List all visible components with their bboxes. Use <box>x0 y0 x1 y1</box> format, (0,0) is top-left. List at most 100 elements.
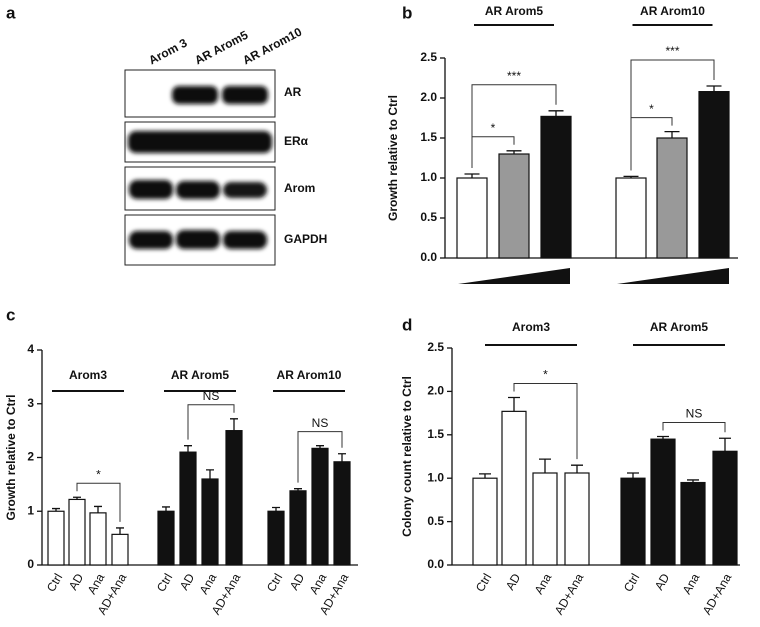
error-bar <box>464 173 480 178</box>
significance-label: * <box>96 467 101 481</box>
significance-label: * <box>491 121 496 135</box>
bar <box>267 510 285 566</box>
bar <box>680 481 706 566</box>
y-tick-label: 0.5 <box>427 514 444 528</box>
panel-label: b <box>402 3 412 22</box>
band <box>176 230 220 249</box>
bar <box>564 472 590 566</box>
y-tick-label: 2 <box>27 450 34 464</box>
y-tick-label: 1.0 <box>427 470 444 484</box>
bar <box>498 153 530 259</box>
lane-label: AR Arom10 <box>240 24 304 67</box>
group-label: AR Arom5 <box>485 4 544 18</box>
significance-bracket <box>297 431 343 483</box>
significance-bracket <box>662 422 726 433</box>
panel-label: d <box>402 315 412 334</box>
significance-bracket <box>76 482 121 522</box>
band <box>223 231 267 249</box>
y-tick-label: 0.0 <box>420 250 437 264</box>
row-label: AR <box>284 85 302 99</box>
x-tick-label: AD <box>652 571 673 593</box>
x-tick-label: Ctrl <box>621 571 642 594</box>
error-bar <box>162 506 170 512</box>
y-axis-label: Growth relative to Ctrl <box>4 394 18 520</box>
significance-bracket <box>187 404 235 440</box>
error-bar <box>508 396 520 412</box>
bar <box>111 533 129 566</box>
bar <box>289 490 307 566</box>
error-bar <box>206 469 214 479</box>
y-tick-label: 3 <box>27 396 34 410</box>
y-tick-label: 2.0 <box>420 90 437 104</box>
x-tick-label: AD <box>503 571 524 593</box>
error-bar <box>539 458 551 473</box>
x-tick-label: AD <box>177 571 198 593</box>
x-tick-label: Ana <box>532 571 555 597</box>
x-tick-label: AD <box>66 571 87 593</box>
x-tick-label: AD <box>287 571 308 593</box>
error-bar <box>272 506 280 512</box>
y-tick-label: 0 <box>27 557 34 571</box>
bar <box>615 177 647 259</box>
bar <box>89 512 107 566</box>
error-bar <box>687 479 699 483</box>
error-bar <box>294 488 302 491</box>
bar <box>712 450 738 566</box>
dose-wedge <box>617 268 729 284</box>
bar <box>47 510 65 566</box>
error-bar <box>706 85 722 92</box>
error-bar <box>571 464 583 473</box>
band <box>128 131 272 153</box>
error-bar <box>719 437 731 452</box>
bar <box>650 438 676 566</box>
error-bar <box>657 435 669 440</box>
western-blot: a Arom 3 AR Arom5 AR Arom10 AR ERα Arom … <box>6 3 327 266</box>
error-bar <box>479 473 491 479</box>
error-bar <box>184 445 192 453</box>
x-tick-label: AD+Ana <box>552 571 587 617</box>
x-tick-label: Ctrl <box>44 571 65 594</box>
bar <box>157 510 175 566</box>
x-tick-label: Ana <box>680 571 703 597</box>
error-bar <box>316 445 324 449</box>
band <box>223 182 267 198</box>
error-bar <box>116 527 124 535</box>
bar <box>656 137 688 259</box>
y-tick-label: 0.0 <box>427 557 444 571</box>
error-bar <box>338 453 346 462</box>
bar <box>311 447 329 566</box>
group-label: Arom3 <box>69 368 107 382</box>
significance-bracket <box>471 84 557 168</box>
bar <box>501 410 527 566</box>
bar <box>179 451 197 566</box>
significance-label: NS <box>203 389 220 403</box>
bar <box>201 478 219 566</box>
x-tick-label: Ctrl <box>264 571 285 594</box>
bar <box>532 472 558 566</box>
x-tick-label: Ctrl <box>154 571 175 594</box>
bar <box>225 430 243 566</box>
band <box>129 231 173 249</box>
error-bar <box>52 507 60 512</box>
error-bar <box>94 505 102 513</box>
y-tick-label: 4 <box>27 342 34 356</box>
bar <box>698 90 730 259</box>
significance-bracket <box>630 59 715 171</box>
error-bar <box>73 496 81 500</box>
significance-bracket <box>513 382 578 460</box>
significance-label: NS <box>686 407 703 421</box>
panel-label: c <box>6 305 15 324</box>
y-tick-label: 2.5 <box>427 340 444 354</box>
group-label: AR Arom10 <box>640 4 705 18</box>
y-tick-label: 1.0 <box>420 170 437 184</box>
x-tick-label: Ana <box>197 571 220 597</box>
significance-label: NS <box>312 416 329 430</box>
error-bar <box>506 150 522 154</box>
error-bar <box>623 175 639 178</box>
y-tick-label: 2.0 <box>427 384 444 398</box>
row-label: GAPDH <box>284 232 327 246</box>
row-label: ERα <box>284 134 309 148</box>
error-bar <box>548 110 564 117</box>
